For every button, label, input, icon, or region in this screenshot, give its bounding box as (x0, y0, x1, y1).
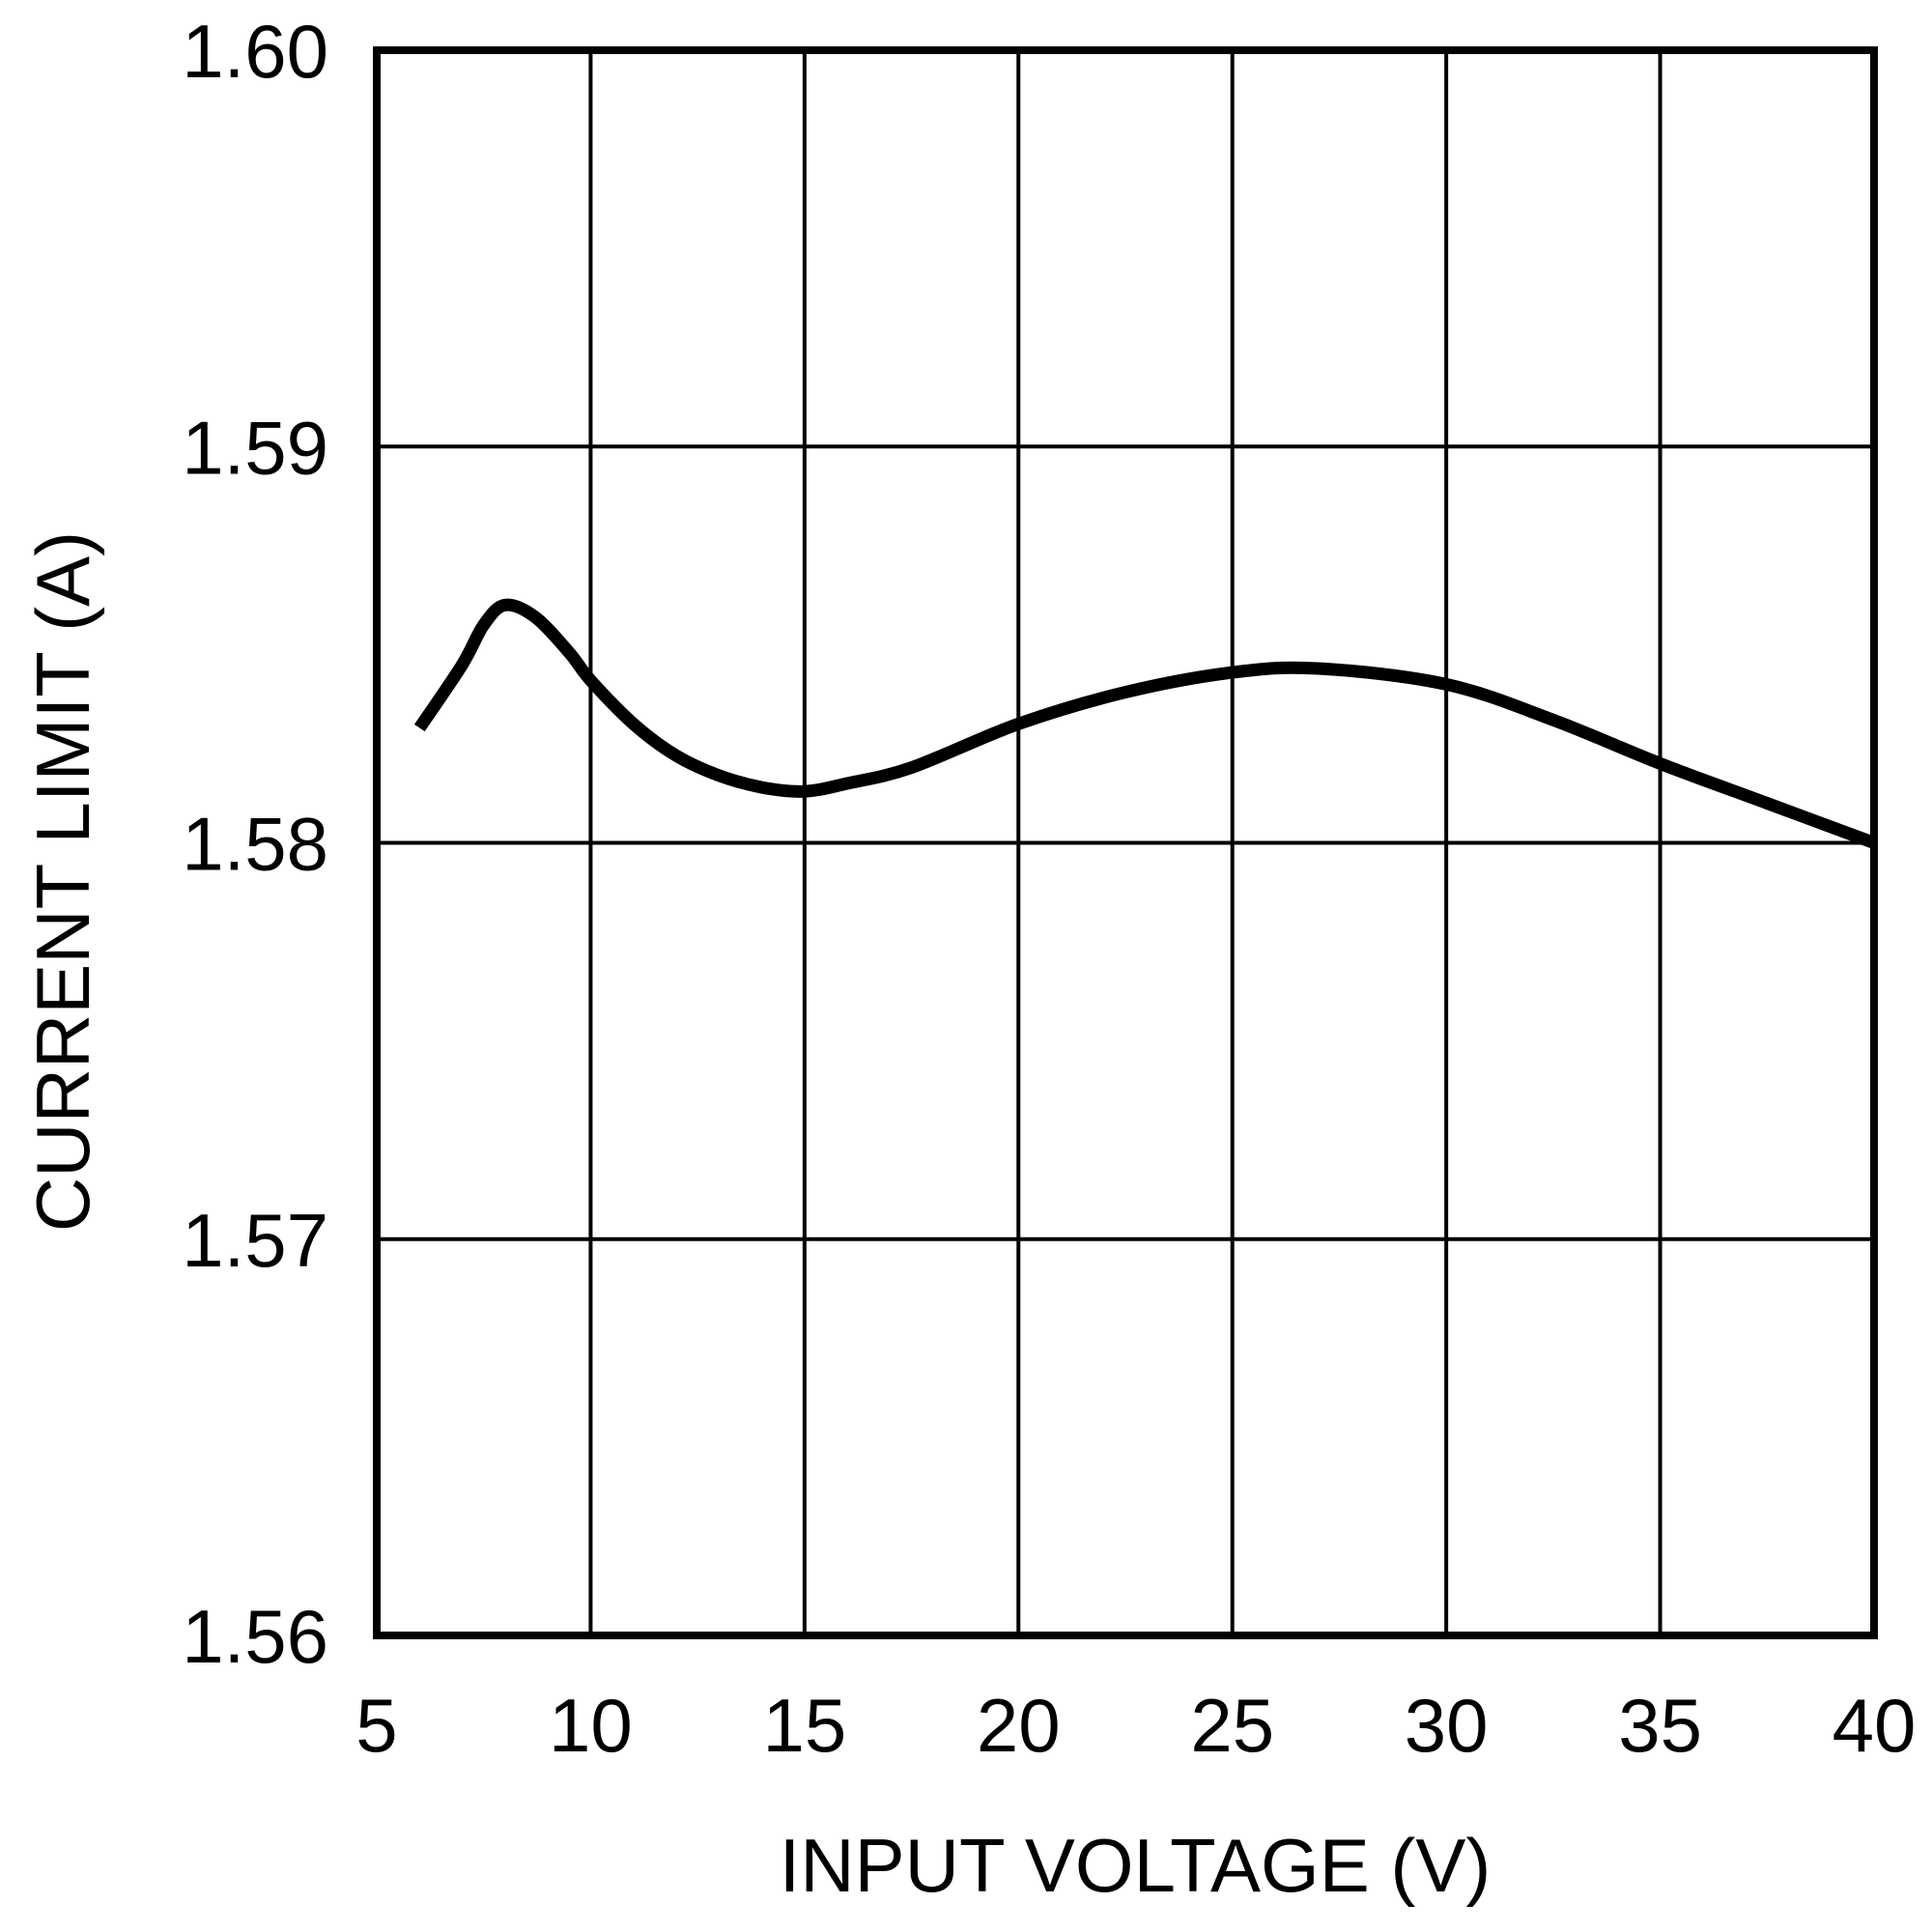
x-tick-label: 5 (355, 1683, 397, 1768)
y-tick-label: 1.58 (182, 802, 328, 887)
y-tick-label: 1.59 (182, 405, 328, 490)
x-tick-label: 15 (762, 1683, 846, 1768)
x-tick-label: 40 (1833, 1683, 1917, 1768)
y-axis-title: CURRENT LIMIT (A) (20, 531, 105, 1232)
x-tick-label: 35 (1618, 1683, 1702, 1768)
data-series (413, 598, 1877, 849)
x-axis-ticks: 5 10 15 20 25 30 35 40 (355, 1683, 1916, 1768)
series-line-current-limit (413, 598, 1877, 849)
x-tick-label: 30 (1405, 1683, 1489, 1768)
x-tick-label: 20 (977, 1683, 1061, 1768)
x-tick-label: 25 (1190, 1683, 1274, 1768)
x-axis-title: INPUT VOLTAGE (V) (780, 1823, 1492, 1908)
y-tick-label: 1.60 (182, 9, 328, 94)
y-tick-label: 1.56 (182, 1594, 328, 1679)
grid-lines (375, 48, 1876, 1637)
x-tick-label: 10 (549, 1683, 633, 1768)
y-axis-ticks: 1.56 1.57 1.58 1.59 1.60 (182, 9, 328, 1679)
y-tick-label: 1.57 (182, 1198, 328, 1283)
plot-frame (373, 46, 1878, 1639)
